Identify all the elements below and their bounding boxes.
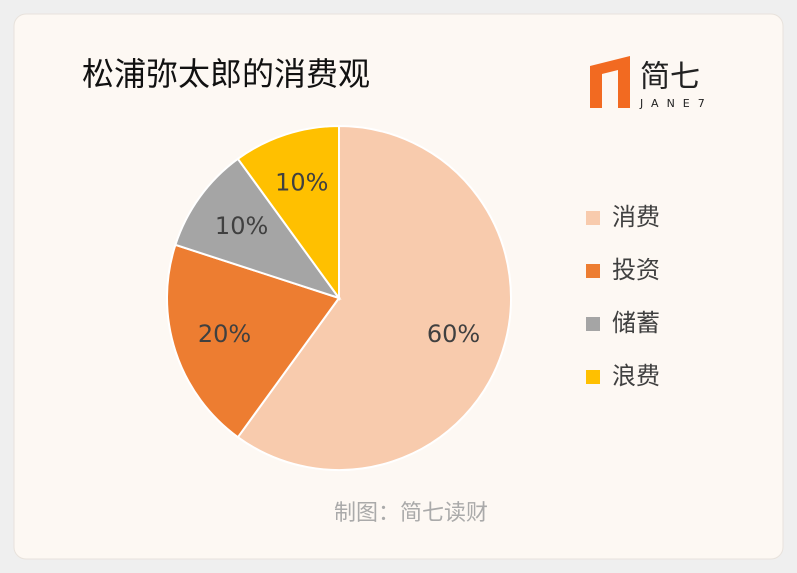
logo: 简七 JANE7: [590, 56, 713, 110]
legend-swatch: [586, 317, 600, 331]
logo-text: 简七: [640, 60, 700, 95]
pie-slice: [166, 243, 341, 439]
logo-mark: [590, 56, 630, 108]
data-label: 10%: [215, 212, 268, 240]
data-label: 20%: [198, 320, 251, 348]
legend-label: 消费: [612, 203, 660, 231]
pie-slice: [236, 124, 512, 471]
legend-label: 投资: [612, 256, 660, 284]
chart-title: 松浦弥太郎的消费观: [82, 55, 370, 93]
data-label: 10%: [275, 168, 328, 196]
legend-swatch: [586, 211, 600, 225]
logo-subtext: JANE7: [639, 97, 713, 110]
legend-swatch: [586, 264, 600, 278]
legend-label: 储蓄: [612, 309, 660, 337]
legend-label: 浪费: [612, 362, 660, 390]
pie-slice: [236, 124, 340, 302]
legend-swatch: [586, 370, 600, 384]
source-note: 制图：简七读财: [334, 501, 488, 526]
data-label: 60%: [427, 320, 480, 348]
pie-slice: [174, 157, 342, 300]
